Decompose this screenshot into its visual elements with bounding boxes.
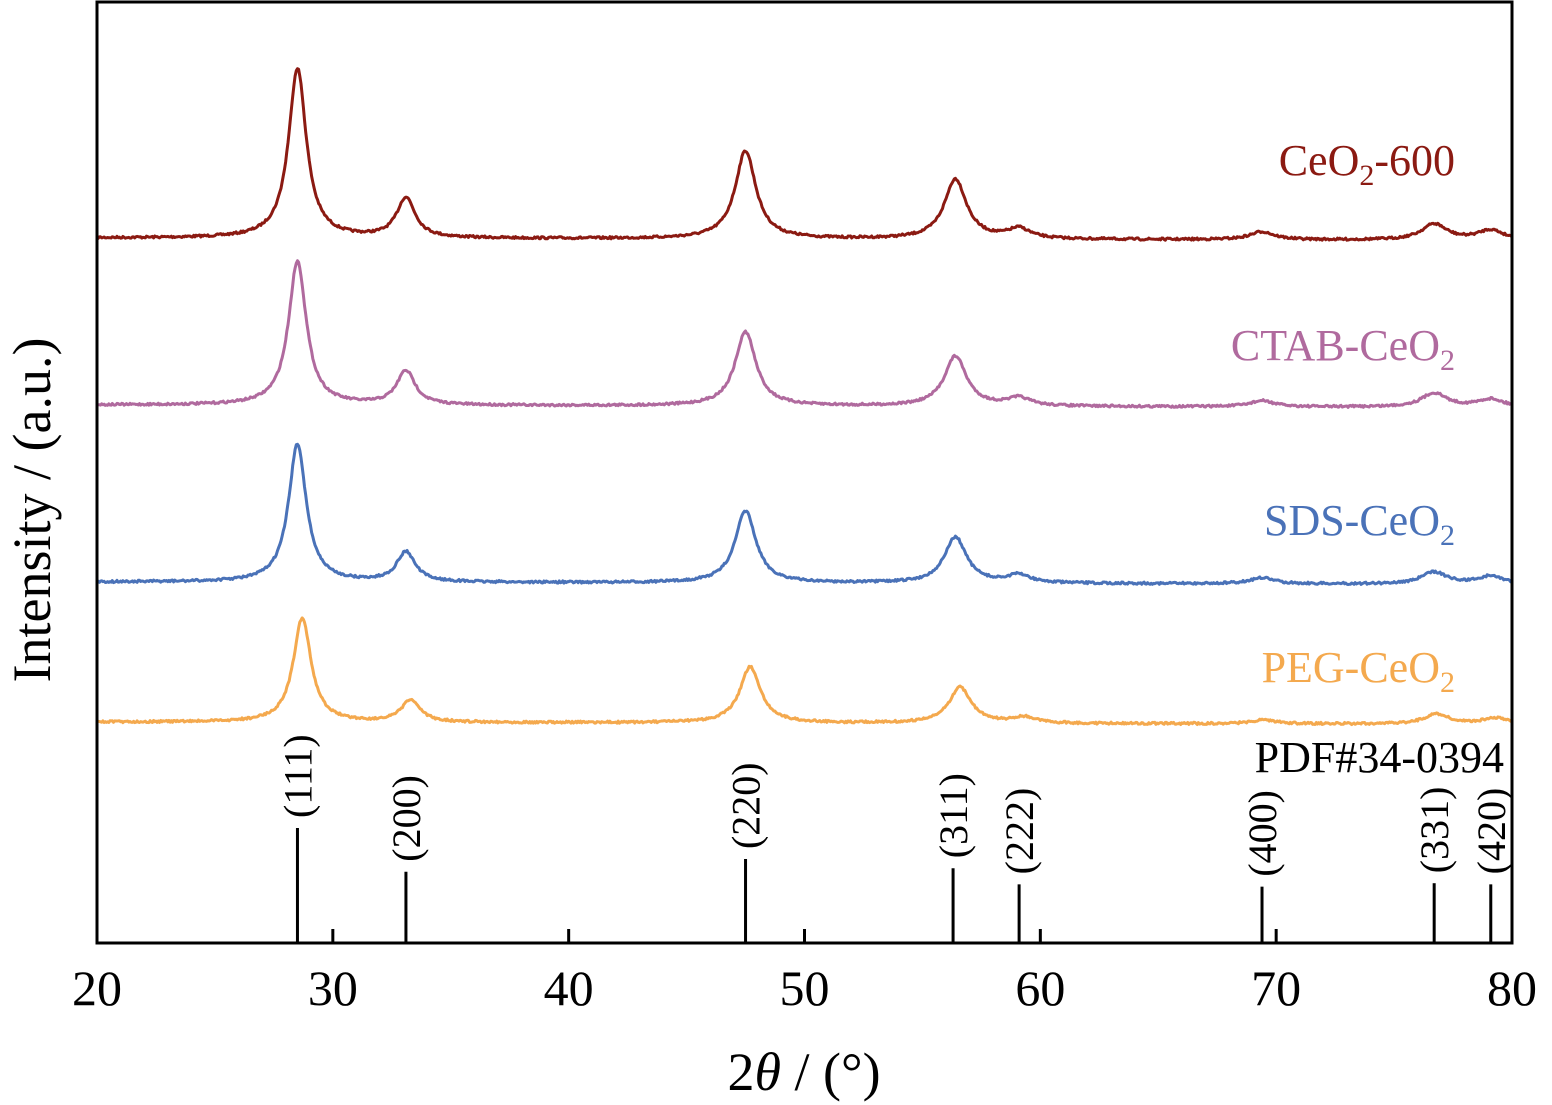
series-label-main: PEG-CeO: [1262, 643, 1440, 692]
x-tick-label: 60: [1015, 960, 1065, 1016]
series-line: [96, 616, 1514, 727]
x-axis-title-symbol: θ: [754, 1042, 781, 1102]
x-tick-label: 70: [1251, 960, 1301, 1016]
y-axis-title: Intensity / (a.u.): [2, 338, 62, 683]
series-label-subscript: 2: [1440, 666, 1455, 699]
series-line: [95, 67, 1514, 242]
series-label: CTAB-CeO2: [1231, 321, 1455, 377]
x-tick-label: 20: [72, 960, 122, 1016]
x-tick-label: 50: [780, 960, 830, 1016]
series-label-subscript: 2: [1359, 159, 1374, 192]
reference-hkl-label: (331): [1412, 787, 1457, 874]
axes: 20 30 40 50 60 70 80: [72, 0, 1537, 1016]
reference-hkl-label: (200): [384, 775, 429, 862]
x-axis-title: 2θ / (°): [727, 1042, 880, 1102]
x-axis-title-suffix: / (°): [781, 1042, 881, 1102]
x-axis-title-prefix: 2: [727, 1042, 754, 1102]
series-label-subscript: 2: [1440, 519, 1455, 552]
reference-pattern: (111) (200) (220) (311) (222) (400) (331) (420)…: [275, 733, 1514, 943]
series-group: [95, 67, 1514, 727]
series-line: [96, 259, 1514, 409]
reference-name: PDF#34-0394: [1255, 733, 1504, 782]
series-label-main: CTAB-CeO: [1231, 321, 1440, 370]
x-tick-label: 40: [544, 960, 594, 1016]
series-label: CeO2-600: [1279, 136, 1455, 192]
series-label: SDS-CeO2: [1264, 496, 1455, 552]
reference-hkl-label: (220): [724, 762, 769, 849]
reference-hkl-label: (400): [1240, 790, 1285, 877]
reference-hkl-label: (311): [931, 773, 976, 858]
reference-hkl-label: (420): [1469, 788, 1514, 875]
series-label-tail: -600: [1374, 136, 1455, 185]
series-label-subscript: 2: [1440, 344, 1455, 377]
reference-hkl-label: (222): [997, 788, 1042, 875]
x-tick-label: 30: [308, 960, 358, 1016]
series-line: [96, 442, 1513, 586]
series-label: PEG-CeO2: [1262, 643, 1455, 699]
series-label-main: CeO: [1279, 136, 1360, 185]
x-tick-label: 80: [1487, 960, 1537, 1016]
series-label-main: SDS-CeO: [1264, 496, 1440, 545]
reference-hkl-label: (111): [275, 734, 320, 818]
